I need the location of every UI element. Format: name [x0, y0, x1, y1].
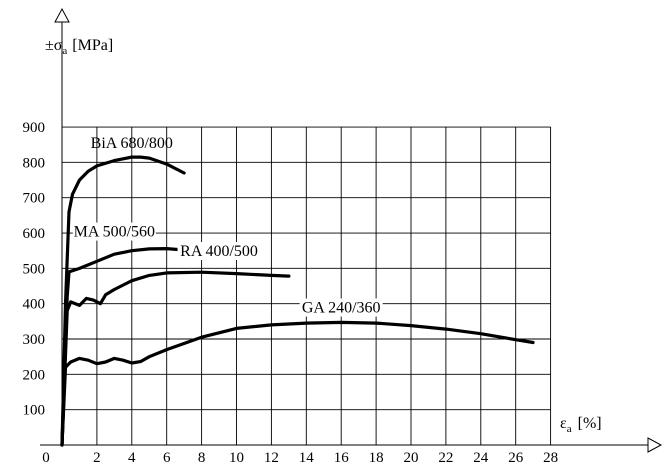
series-label: RA 400/500	[180, 243, 258, 260]
series-line	[60, 247, 204, 447]
x-axis-label: εa [%]	[560, 415, 602, 435]
y-tick-label: 300	[23, 332, 46, 348]
series-label: GA 240/360	[302, 300, 381, 317]
x-tick-label: 20	[404, 450, 419, 466]
x-tick-label: 6	[163, 450, 171, 466]
y-axis-arrow	[54, 7, 70, 23]
x-tick-label: 8	[198, 450, 206, 466]
series-line	[60, 155, 186, 447]
series-label: MA 500/560	[74, 224, 155, 241]
y-axis-label: ±σa [MPa]	[45, 37, 113, 57]
axes	[40, 7, 663, 453]
y-tick-label: 800	[23, 155, 46, 171]
series-label-background	[177, 241, 261, 260]
series-label-background	[299, 298, 383, 317]
y-tick-label: 700	[23, 191, 46, 207]
x-tick-label: 2	[93, 450, 101, 466]
x-tick-label: 10	[229, 450, 244, 466]
series-line	[60, 270, 291, 447]
x-tick-label: 12	[264, 450, 279, 466]
series-label-background	[72, 222, 156, 241]
grid	[62, 126, 552, 445]
y-tick-label: 500	[23, 261, 46, 277]
x-tick-label: 28	[543, 450, 558, 466]
y-tick-label: 900	[23, 120, 46, 136]
y-tick-label: 100	[23, 403, 46, 419]
x-tick-label: 18	[369, 450, 384, 466]
series-labels: BiA 680/800 MA 500/560 RA 400/500 GA 240/36…	[72, 135, 383, 317]
x-tick-label: 0	[42, 450, 50, 466]
x-tick-label: 14	[299, 450, 315, 466]
x-tick-label: 22	[438, 450, 453, 466]
x-axis-arrow	[647, 437, 663, 453]
y-tick-label: 200	[23, 367, 46, 383]
series-label: BiA 680/800	[91, 135, 173, 152]
x-tick-label: 26	[508, 450, 524, 466]
tick-labels: 0 2 4 6 8 10 12 14 16 18 20 22 24 26 28100200300400500…	[23, 120, 559, 466]
x-tick-label: 4	[128, 450, 136, 466]
x-tick-label: 24	[473, 450, 489, 466]
x-tick-label: 16	[334, 450, 350, 466]
y-tick-label: 600	[23, 226, 46, 242]
series-line	[60, 320, 535, 447]
series-curves	[60, 155, 535, 447]
y-tick-label: 400	[23, 297, 46, 313]
